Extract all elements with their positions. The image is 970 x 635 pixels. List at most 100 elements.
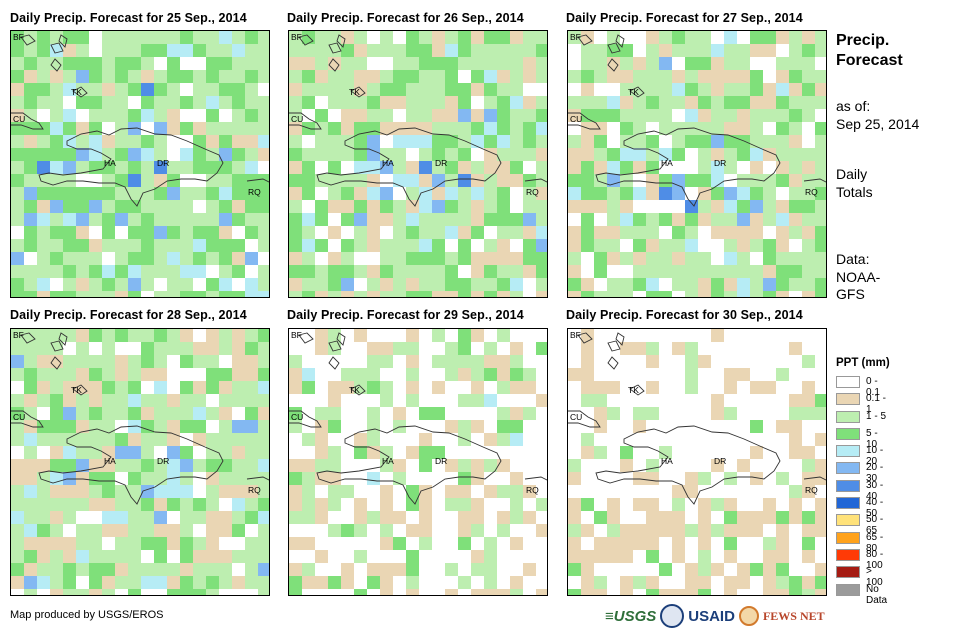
map-credit: Map produced by USGS/EROS [10, 609, 164, 621]
sidebar-data-source: Data: NOAA- GFS [836, 251, 880, 304]
map-label-tk: TK [71, 87, 82, 97]
map-label-bf: BF [291, 330, 302, 340]
map-label-dr: DR [157, 456, 170, 466]
map-label-tk: TK [628, 87, 639, 97]
map-label-rq: RQ [526, 187, 539, 197]
map-label-ha: HA [661, 158, 673, 168]
map-label-cu: CU [570, 114, 583, 124]
legend-swatch [836, 548, 860, 561]
legend-swatch [836, 583, 860, 596]
sidebar-title: Precip. Forecast [836, 31, 903, 71]
panel-title-3: Daily Precip. Forecast for 27 Sep., 2014 [566, 11, 803, 25]
map-panel-2: BF CU HA DR RQ TK [288, 30, 548, 298]
precip-map-svg [11, 31, 269, 297]
legend-swatch [836, 462, 860, 475]
map-label-bf: BF [13, 330, 24, 340]
map-label-cu: CU [13, 114, 26, 124]
legend-label: 40 - 50 [866, 497, 884, 520]
legend-label: 5 - 10 [866, 427, 878, 450]
legend-label: 10 - 20 [866, 445, 884, 468]
asof-date: Sep 25, 2014 [836, 115, 920, 132]
legend-swatch [836, 410, 860, 423]
usaid-seal-icon [660, 604, 685, 628]
legend-item: > 100 [836, 564, 890, 588]
legend-item: 30 - 40 [836, 478, 890, 502]
map-panel-4: BF CU HA DR RQ TK [10, 328, 270, 596]
map-label-rq: RQ [248, 187, 261, 197]
map-panel-1: BF CU HA DR RQ TK [10, 30, 270, 298]
data-source-2: GFS [836, 286, 865, 302]
sidebar-title-line2: Forecast [836, 52, 903, 69]
map-label-dr: DR [714, 456, 727, 466]
map-label-rq: RQ [805, 187, 818, 197]
legend-label: 20 - 30 [866, 462, 884, 485]
legend-label: 0 - 0.1 [866, 376, 880, 398]
precip-map-svg [289, 329, 547, 595]
map-label-bf: BF [13, 32, 24, 42]
map-label-dr: DR [435, 158, 448, 168]
sidebar-title-line1: Precip. [836, 32, 890, 49]
map-label-ha: HA [104, 158, 116, 168]
fews-net-icon [738, 606, 759, 626]
map-label-rq: RQ [526, 485, 539, 495]
legend-swatch [836, 514, 860, 527]
legend-item: 50 - 65 [836, 512, 890, 536]
legend-label: 0.1 - 1 [866, 393, 887, 416]
panel-title-1: Daily Precip. Forecast for 25 Sep., 2014 [10, 11, 247, 25]
legend-item: 10 - 20 [836, 443, 890, 467]
legend-item: No Data [836, 582, 890, 606]
map-label-rq: RQ [248, 485, 261, 495]
totals-line1: Daily [836, 166, 868, 182]
map-panel-5: BF CU HA DR RQ TK [288, 328, 548, 596]
legend-label: 50 - 65 [866, 514, 884, 537]
legend-label: > 100 [866, 566, 883, 589]
map-label-cu: CU [291, 114, 304, 124]
map-label-dr: DR [714, 158, 727, 168]
data-label: Data: [836, 251, 870, 267]
map-label-bf: BF [570, 330, 581, 340]
sidebar-totals: Daily Totals [836, 166, 873, 201]
usgs-logo: ≡USGS [605, 607, 657, 625]
legend-title: PPT (mm) [836, 357, 890, 369]
map-label-dr: DR [435, 456, 448, 466]
map-label-tk: TK [628, 385, 639, 395]
legend-swatch [836, 531, 860, 544]
map-label-bf: BF [291, 32, 302, 42]
map-label-cu: CU [291, 412, 304, 422]
legend-item: 65 - 80 [836, 530, 890, 554]
totals-line2: Totals [836, 183, 873, 200]
legend-label: 65 - 80 [866, 531, 884, 554]
legend-swatch [836, 376, 860, 388]
legend-swatch [836, 427, 860, 440]
map-label-ha: HA [104, 456, 116, 466]
legend-item: 0 - 0.1 [836, 374, 890, 398]
legend-item: 20 - 30 [836, 460, 890, 484]
panel-title-6: Daily Precip. Forecast for 30 Sep., 2014 [566, 308, 803, 322]
map-label-bf: BF [570, 32, 581, 42]
map-label-ha: HA [382, 456, 394, 466]
legend-swatch [836, 393, 860, 406]
legend-label: 30 - 40 [866, 479, 884, 502]
legend-label: 1 - 5 [866, 410, 887, 422]
data-source-1: NOAA- [836, 268, 881, 285]
map-label-rq: RQ [805, 485, 818, 495]
precip-map-svg [289, 31, 547, 297]
legend-label: 80 - 100 [866, 548, 884, 571]
map-label-tk: TK [71, 385, 82, 395]
map-label-dr: DR [157, 158, 170, 168]
usaid-logo: USAID [688, 607, 735, 625]
legend-item: 0.1 - 1 [836, 391, 890, 415]
map-label-tk: TK [349, 87, 360, 97]
logo-strip: ≡USGS USAID FEWS NET [605, 603, 825, 629]
precip-map-svg [568, 329, 826, 595]
legend-swatch [836, 566, 860, 579]
sidebar-asof: as of: Sep 25, 2014 [836, 98, 919, 133]
legend-swatch [836, 497, 860, 510]
legend-label: No Data [866, 583, 888, 606]
map-label-ha: HA [382, 158, 394, 168]
panel-title-4: Daily Precip. Forecast for 28 Sep., 2014 [10, 308, 247, 322]
map-label-cu: CU [570, 412, 583, 422]
map-panel-6: BF CU HA DR RQ TK [567, 328, 827, 596]
